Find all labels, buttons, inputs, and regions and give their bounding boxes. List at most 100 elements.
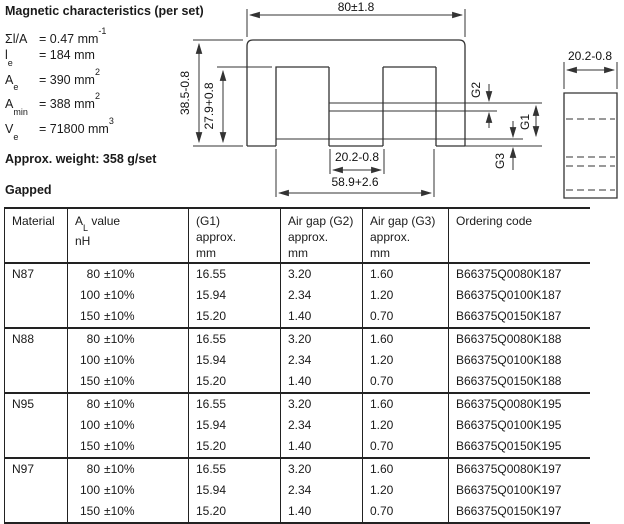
- g1-cell: 15.94: [188, 480, 281, 501]
- material-group: N95 80 ±10% 16.55 3.20 1.60 B66375Q0080K195 100…: [4, 393, 590, 458]
- header-row: Material AL value nH (G1) approx. mm Air gap (…: [5, 208, 590, 263]
- g1-cell: 16.55: [188, 458, 281, 480]
- al-number: 80: [86, 397, 100, 411]
- al-number: 80: [86, 462, 100, 476]
- magnetic-title: Magnetic characteristics (per set): [5, 4, 204, 18]
- material-cell: N88: [12, 332, 35, 346]
- g3-cell: 0.70: [362, 371, 449, 393]
- header-main: A: [75, 214, 84, 228]
- ordering-code-cell: B66375Q0150K197: [448, 501, 590, 523]
- dim-window-span: 58.9+2.6: [275, 149, 435, 197]
- dim-gap-g1: G1: [518, 104, 540, 138]
- al-tolerance: ±10%: [104, 418, 135, 432]
- dim-window-height: 27.9+0.8: [202, 66, 272, 144]
- column-header: Ordering code: [448, 208, 590, 263]
- table-row: 150 ±10% 15.20 1.40 0.70 B66375Q0150K187: [5, 306, 590, 328]
- material-group: N97 80 ±10% 16.55 3.20 1.60 B66375Q0080K197 100…: [4, 458, 590, 523]
- al-tolerance: ±10%: [104, 483, 135, 497]
- al-number: 150: [79, 504, 100, 518]
- g1-cell: 15.94: [188, 415, 281, 436]
- g2-cell: 2.34: [280, 415, 363, 436]
- g1-cell: 16.55: [188, 393, 281, 415]
- param-symbol: Σl/A: [5, 32, 28, 47]
- param-value: 388 mm: [49, 97, 95, 112]
- front-view-outline: [246, 39, 466, 147]
- header-rest: value: [88, 214, 121, 228]
- param-value: 0.47 mm: [49, 32, 99, 47]
- al-value-cell: 80 ±10%: [67, 263, 189, 285]
- al-tolerance: ±10%: [104, 374, 135, 388]
- g1-cell: 15.20: [188, 501, 281, 523]
- al-number: 150: [79, 309, 100, 323]
- column-header: Material: [5, 208, 68, 263]
- dim-gap-g2: G2: [469, 82, 493, 128]
- header-line: mm: [288, 246, 308, 260]
- g2-cell: 2.34: [280, 350, 363, 371]
- param-value: 390 mm: [49, 72, 95, 87]
- g1-cell: 15.20: [188, 371, 281, 393]
- approx-weight: Approx. weight: 358 g/set: [5, 151, 157, 166]
- table-row: 150 ±10% 15.20 1.40 0.70 B66375Q0150K197: [5, 501, 590, 523]
- al-tolerance: ±10%: [104, 288, 135, 302]
- g2-cell: 3.20: [280, 393, 363, 415]
- param-value: 184 mm: [49, 48, 95, 63]
- al-value-cell: 80 ±10%: [67, 328, 189, 350]
- g1-cell: 15.20: [188, 436, 281, 458]
- ordering-code-cell: B66375Q0150K187: [448, 306, 590, 328]
- dim-window-height-label: 27.9+0.8: [202, 82, 216, 129]
- g2-cell: 3.20: [280, 263, 363, 285]
- dim-center-leg-label: 20.2-0.8: [335, 150, 379, 164]
- al-tolerance: ±10%: [104, 504, 135, 518]
- table-row: 150 ±10% 15.20 1.40 0.70 B66375Q0150K195: [5, 436, 590, 458]
- dim-front-width-label: 80±1.8: [338, 0, 375, 14]
- table-row: 100 ±10% 15.94 2.34 1.20 B66375Q0100K195: [5, 415, 590, 436]
- g3-cell: 0.70: [362, 306, 449, 328]
- g2-cell: 3.20: [280, 328, 363, 350]
- g1-cell: 16.55: [188, 328, 281, 350]
- mag-param-row: Σl/A = 0.47 mm-1: [5, 26, 235, 47]
- header-line: approx.: [288, 230, 329, 244]
- param-symbol: Amin: [5, 97, 28, 117]
- header-line: nH: [75, 234, 91, 249]
- table-row: 100 ±10% 15.94 2.34 1.20 B66375Q0100K188: [5, 350, 590, 371]
- g2-cell: 1.40: [280, 371, 363, 393]
- equals-sign: =: [39, 97, 50, 112]
- column-header: AL value nH: [67, 208, 189, 263]
- param-unit-exponent: -1: [98, 26, 107, 36]
- g3-cell: 1.20: [362, 480, 449, 501]
- mag-param-row: Ae = 390 mm2: [5, 67, 235, 93]
- param-symbol: le: [5, 48, 13, 68]
- al-number: 100: [79, 353, 100, 367]
- g1-cell: 15.94: [188, 350, 281, 371]
- ordering-code-cell: B66375Q0100K187: [448, 285, 590, 306]
- header-line: Air gap (G2): [288, 214, 354, 228]
- ordering-code-cell: B66375Q0100K188: [448, 350, 590, 371]
- gapped-heading: Gapped: [5, 183, 52, 197]
- g2-cell: 3.20: [280, 458, 363, 480]
- al-value-cell: 150 ±10%: [67, 306, 189, 328]
- ordering-code-cell: B66375Q0100K195: [448, 415, 590, 436]
- header-line: (G1): [196, 214, 220, 228]
- dim-front-width: 80±1.8: [246, 0, 466, 37]
- g3-cell: 0.70: [362, 501, 449, 523]
- al-tolerance: ±10%: [104, 439, 135, 453]
- al-tolerance: ±10%: [104, 397, 135, 411]
- ordering-code-cell: B66375Q0100K197: [448, 480, 590, 501]
- g2-cell: 2.34: [280, 285, 363, 306]
- equals-sign: =: [39, 32, 50, 47]
- al-value-cell: 100 ±10%: [67, 415, 189, 436]
- al-value-cell: 80 ±10%: [67, 393, 189, 415]
- table-row: N97 80 ±10% 16.55 3.20 1.60 B66375Q0080K197: [5, 458, 590, 480]
- material-cell: N95: [12, 397, 35, 411]
- dim-front-height-label: 38.5-0.8: [178, 71, 192, 115]
- dim-gap-g3-label: G3: [493, 153, 507, 169]
- g2-cell: 1.40: [280, 436, 363, 458]
- equals-sign: =: [39, 72, 50, 87]
- g3-cell: 1.60: [362, 458, 449, 480]
- al-number: 80: [86, 332, 100, 346]
- al-number: 80: [86, 267, 100, 281]
- dim-center-leg: 20.2-0.8: [329, 149, 385, 174]
- header-line: AL value: [75, 213, 184, 233]
- table-row: 100 ±10% 15.94 2.34 1.20 B66375Q0100K197: [5, 480, 590, 501]
- dim-side-width-label: 20.2-0.8: [568, 49, 612, 63]
